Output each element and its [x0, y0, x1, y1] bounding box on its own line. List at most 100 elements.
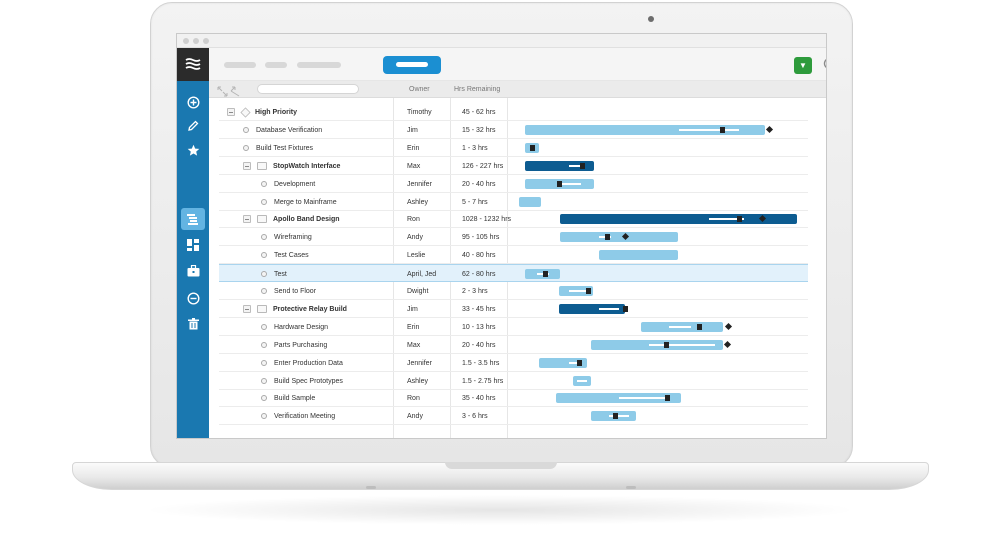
task-name[interactable]: Apollo Band Design — [273, 216, 340, 224]
task-name[interactable]: Build Spec Prototypes — [274, 377, 343, 385]
task-name[interactable]: StopWatch Interface — [273, 162, 341, 170]
task-status-icon[interactable] — [261, 413, 267, 420]
gantt-bar[interactable] — [560, 214, 797, 225]
table-row[interactable]: Build Sample Ron 35 - 40 hrs — [219, 389, 808, 408]
table-row[interactable]: Apollo Band Design Ron 1028 - 1232 hrs — [219, 210, 808, 229]
task-name[interactable]: Send to Floor — [274, 288, 317, 295]
task-name[interactable]: Verification Meeting — [274, 413, 336, 421]
owner-column-header[interactable]: Owner — [409, 86, 430, 93]
collapse-toggle-icon[interactable] — [243, 161, 251, 170]
nav-placeholder[interactable] — [265, 62, 287, 68]
task-name[interactable]: Build Test Fixtures — [256, 144, 314, 152]
task-name[interactable]: Database Verification — [256, 126, 323, 134]
task-name[interactable]: Protective Relay Build — [273, 305, 347, 313]
progress-marker[interactable] — [605, 234, 610, 241]
progress-marker[interactable] — [586, 288, 591, 294]
gantt-bar[interactable] — [525, 142, 539, 153]
table-row[interactable]: Wireframing Andy 95 - 105 hrs — [219, 228, 808, 247]
gantt-bar[interactable] — [599, 250, 678, 261]
briefcase-icon[interactable] — [177, 260, 209, 282]
task-status-icon[interactable] — [243, 126, 249, 133]
milestone-diamond-icon[interactable] — [765, 125, 774, 133]
table-row[interactable]: Test April, Jed 62 - 80 hrs — [219, 264, 808, 283]
table-row[interactable]: Send to Floor Dwight 2 - 3 hrs — [219, 282, 808, 300]
task-status-icon[interactable] — [261, 341, 267, 348]
waves-logo-icon[interactable] — [177, 48, 209, 81]
task-name[interactable]: Test — [274, 271, 287, 279]
progress-marker[interactable] — [580, 162, 585, 169]
task-name[interactable]: Hardware Design — [274, 323, 329, 331]
task-status-icon[interactable] — [261, 271, 267, 278]
gantt-bar[interactable] — [591, 411, 636, 422]
table-row[interactable]: Build Test Fixtures Erin 1 - 3 hrs — [219, 139, 808, 157]
gantt-bar[interactable] — [525, 178, 594, 189]
table-row[interactable]: Database Verification Jim 15 - 32 hrs — [219, 121, 808, 139]
dropdown-button[interactable]: ▼ — [794, 57, 812, 74]
expand-collapse-icon[interactable] — [217, 84, 241, 97]
collapse-toggle-icon[interactable] — [243, 304, 251, 313]
gantt-bar[interactable] — [525, 160, 594, 171]
table-row[interactable]: Build Spec Prototypes Ashley 1.5 - 2.75 … — [219, 372, 808, 390]
task-status-icon[interactable] — [261, 234, 267, 241]
table-row[interactable]: Test Cases Leslie 40 - 80 hrs — [219, 246, 808, 265]
table-row[interactable]: Merge to Mainframe Ashley 5 - 7 hrs — [219, 193, 808, 211]
task-status-icon[interactable] — [261, 288, 267, 294]
gantt-bar[interactable] — [641, 321, 723, 332]
progress-marker[interactable] — [613, 413, 618, 420]
star-icon[interactable] — [177, 139, 209, 161]
task-status-icon[interactable] — [261, 252, 267, 259]
milestone-diamond-icon[interactable] — [723, 340, 732, 348]
progress-marker[interactable] — [530, 144, 535, 151]
gantt-bar[interactable] — [525, 124, 765, 135]
task-status-icon[interactable] — [261, 377, 267, 384]
nav-placeholder[interactable] — [297, 62, 341, 68]
trash-icon[interactable] — [177, 313, 209, 335]
task-name[interactable]: Merge to Mainframe — [274, 198, 337, 206]
task-status-icon[interactable] — [261, 359, 267, 366]
table-row[interactable]: StopWatch Interface Max 126 - 227 hrs — [219, 157, 808, 175]
task-status-icon[interactable] — [243, 144, 249, 151]
task-name[interactable]: High Priority — [255, 109, 298, 116]
nav-placeholder[interactable] — [224, 62, 256, 68]
table-row[interactable]: Development Jennifer 20 - 40 hrs — [219, 175, 808, 193]
milestone-diamond-icon[interactable] — [724, 322, 733, 330]
minus-circle-icon[interactable] — [177, 287, 209, 309]
gantt-bar[interactable] — [560, 232, 678, 243]
table-row[interactable]: Enter Production Data Jennifer 1.5 - 3.5… — [219, 354, 808, 372]
progress-marker[interactable] — [577, 359, 582, 366]
gantt-bar[interactable] — [556, 393, 681, 404]
task-status-icon[interactable] — [261, 395, 267, 402]
table-row[interactable]: Protective Relay Build Jim 33 - 45 hrs — [219, 300, 808, 318]
gantt-bar[interactable] — [539, 357, 587, 368]
table-row[interactable]: Parts Purchasing Max 20 - 40 hrs — [219, 336, 808, 354]
gantt-bar[interactable] — [559, 303, 628, 314]
gantt-bar[interactable] — [559, 286, 593, 296]
gantt-list-icon[interactable] — [181, 208, 205, 230]
progress-marker[interactable] — [737, 216, 742, 223]
gantt-bar[interactable] — [591, 339, 723, 350]
window-zoom-button[interactable] — [203, 38, 209, 44]
progress-marker[interactable] — [664, 341, 669, 348]
collapse-toggle-icon[interactable] — [243, 215, 251, 224]
progress-marker[interactable] — [665, 395, 670, 402]
gantt-bar[interactable] — [525, 269, 560, 280]
search-icon[interactable] — [823, 57, 826, 75]
task-name[interactable]: Enter Production Data — [274, 359, 343, 367]
task-name[interactable]: Parts Purchasing — [274, 341, 328, 349]
window-close-button[interactable] — [183, 38, 189, 44]
pencil-icon[interactable] — [177, 115, 209, 137]
task-status-icon[interactable] — [261, 198, 267, 205]
progress-marker[interactable] — [623, 305, 628, 312]
task-status-icon[interactable] — [261, 180, 267, 187]
task-name[interactable]: Build Sample — [274, 395, 316, 403]
progress-marker[interactable] — [697, 323, 702, 330]
task-name[interactable]: Test Cases — [274, 252, 309, 260]
add-circle-icon[interactable] — [177, 91, 209, 113]
dashboard-icon[interactable] — [177, 234, 209, 256]
task-name[interactable]: Wireframing — [274, 234, 312, 242]
collapse-toggle-icon[interactable] — [227, 108, 235, 116]
table-row[interactable]: High Priority Timothy 45 - 62 hrs — [219, 103, 808, 121]
progress-marker[interactable] — [720, 126, 725, 133]
task-status-icon[interactable] — [261, 323, 267, 330]
primary-action-button[interactable] — [383, 56, 441, 74]
